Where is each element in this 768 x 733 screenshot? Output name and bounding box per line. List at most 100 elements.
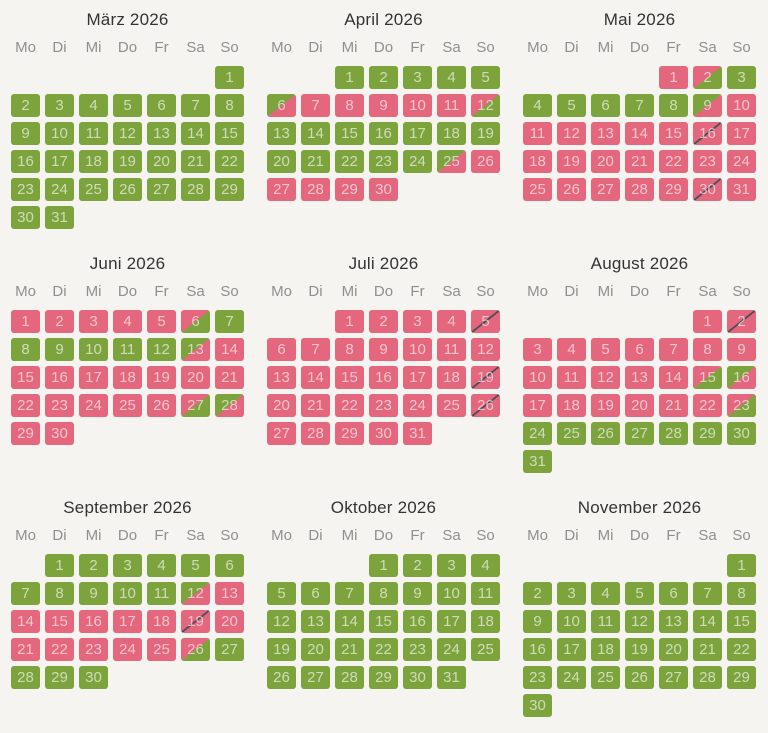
day-cell[interactable]: 12 (591, 366, 620, 389)
day-cell[interactable]: 3 (403, 310, 432, 333)
day-cell[interactable]: 20 (591, 150, 620, 173)
day-cell[interactable]: 4 (591, 582, 620, 605)
day-cell[interactable]: 16 (523, 638, 552, 661)
day-cell[interactable]: 27 (591, 178, 620, 201)
day-cell[interactable]: 16 (369, 122, 398, 145)
day-cell[interactable]: 29 (335, 422, 364, 445)
day-cell[interactable]: 29 (45, 666, 74, 689)
day-cell[interactable]: 11 (523, 122, 552, 145)
day-cell[interactable]: 21 (335, 638, 364, 661)
day-cell[interactable]: 7 (301, 338, 330, 361)
day-cell[interactable]: 10 (437, 582, 466, 605)
day-cell[interactable]: 16 (45, 366, 74, 389)
day-cell[interactable]: 7 (11, 582, 40, 605)
day-cell[interactable]: 27 (267, 178, 296, 201)
day-cell[interactable]: 23 (727, 394, 756, 417)
day-cell[interactable]: 12 (557, 122, 586, 145)
day-cell[interactable]: 26 (267, 666, 296, 689)
day-cell[interactable]: 5 (147, 310, 176, 333)
day-cell[interactable]: 8 (659, 94, 688, 117)
day-cell[interactable]: 28 (693, 666, 722, 689)
day-cell[interactable]: 28 (301, 422, 330, 445)
day-cell[interactable]: 6 (625, 338, 654, 361)
day-cell[interactable]: 14 (11, 610, 40, 633)
day-cell[interactable]: 18 (471, 610, 500, 633)
day-cell[interactable]: 24 (557, 666, 586, 689)
day-cell[interactable]: 21 (301, 394, 330, 417)
day-cell[interactable]: 15 (335, 366, 364, 389)
day-cell[interactable]: 7 (335, 582, 364, 605)
day-cell[interactable]: 17 (523, 394, 552, 417)
day-cell[interactable]: 19 (471, 366, 500, 389)
day-cell[interactable]: 26 (113, 178, 142, 201)
day-cell[interactable]: 30 (523, 694, 552, 717)
day-cell[interactable]: 13 (625, 366, 654, 389)
day-cell[interactable]: 18 (523, 150, 552, 173)
day-cell[interactable]: 22 (659, 150, 688, 173)
day-cell[interactable]: 6 (591, 94, 620, 117)
day-cell[interactable]: 5 (267, 582, 296, 605)
day-cell[interactable]: 18 (591, 638, 620, 661)
day-cell[interactable]: 2 (369, 310, 398, 333)
day-cell[interactable]: 23 (369, 150, 398, 173)
day-cell[interactable]: 23 (523, 666, 552, 689)
day-cell[interactable]: 25 (113, 394, 142, 417)
day-cell[interactable]: 2 (45, 310, 74, 333)
day-cell[interactable]: 4 (557, 338, 586, 361)
day-cell[interactable]: 19 (625, 638, 654, 661)
day-cell[interactable]: 29 (727, 666, 756, 689)
day-cell[interactable]: 23 (693, 150, 722, 173)
day-cell[interactable]: 12 (147, 338, 176, 361)
day-cell[interactable]: 9 (403, 582, 432, 605)
day-cell[interactable]: 8 (693, 338, 722, 361)
day-cell[interactable]: 18 (79, 150, 108, 173)
day-cell[interactable]: 8 (45, 582, 74, 605)
day-cell[interactable]: 11 (79, 122, 108, 145)
day-cell[interactable]: 17 (557, 638, 586, 661)
day-cell[interactable]: 15 (727, 610, 756, 633)
day-cell[interactable]: 22 (215, 150, 244, 173)
day-cell[interactable]: 12 (471, 338, 500, 361)
day-cell[interactable]: 30 (11, 206, 40, 229)
day-cell[interactable]: 10 (523, 366, 552, 389)
day-cell[interactable]: 22 (727, 638, 756, 661)
day-cell[interactable]: 10 (727, 94, 756, 117)
day-cell[interactable]: 28 (181, 178, 210, 201)
day-cell[interactable]: 1 (335, 66, 364, 89)
day-cell[interactable]: 4 (437, 66, 466, 89)
day-cell[interactable]: 7 (659, 338, 688, 361)
day-cell[interactable]: 5 (181, 554, 210, 577)
day-cell[interactable]: 23 (369, 394, 398, 417)
day-cell[interactable]: 14 (301, 366, 330, 389)
day-cell[interactable]: 18 (437, 366, 466, 389)
day-cell[interactable]: 7 (181, 94, 210, 117)
day-cell[interactable]: 7 (625, 94, 654, 117)
day-cell[interactable]: 19 (147, 366, 176, 389)
day-cell[interactable]: 11 (437, 338, 466, 361)
day-cell[interactable]: 20 (215, 610, 244, 633)
day-cell[interactable]: 14 (335, 610, 364, 633)
day-cell[interactable]: 8 (727, 582, 756, 605)
day-cell[interactable]: 15 (335, 122, 364, 145)
day-cell[interactable]: 3 (727, 66, 756, 89)
day-cell[interactable]: 30 (693, 178, 722, 201)
day-cell[interactable]: 20 (267, 150, 296, 173)
day-cell[interactable]: 25 (557, 422, 586, 445)
day-cell[interactable]: 13 (267, 366, 296, 389)
day-cell[interactable]: 14 (215, 338, 244, 361)
day-cell[interactable]: 21 (659, 394, 688, 417)
day-cell[interactable]: 26 (147, 394, 176, 417)
day-cell[interactable]: 4 (79, 94, 108, 117)
day-cell[interactable]: 18 (113, 366, 142, 389)
day-cell[interactable]: 31 (437, 666, 466, 689)
day-cell[interactable]: 9 (523, 610, 552, 633)
day-cell[interactable]: 31 (523, 450, 552, 473)
day-cell[interactable]: 23 (11, 178, 40, 201)
day-cell[interactable]: 16 (11, 150, 40, 173)
day-cell[interactable]: 17 (79, 366, 108, 389)
day-cell[interactable]: 15 (45, 610, 74, 633)
day-cell[interactable]: 16 (369, 366, 398, 389)
day-cell[interactable]: 20 (625, 394, 654, 417)
day-cell[interactable]: 1 (693, 310, 722, 333)
day-cell[interactable]: 30 (369, 422, 398, 445)
